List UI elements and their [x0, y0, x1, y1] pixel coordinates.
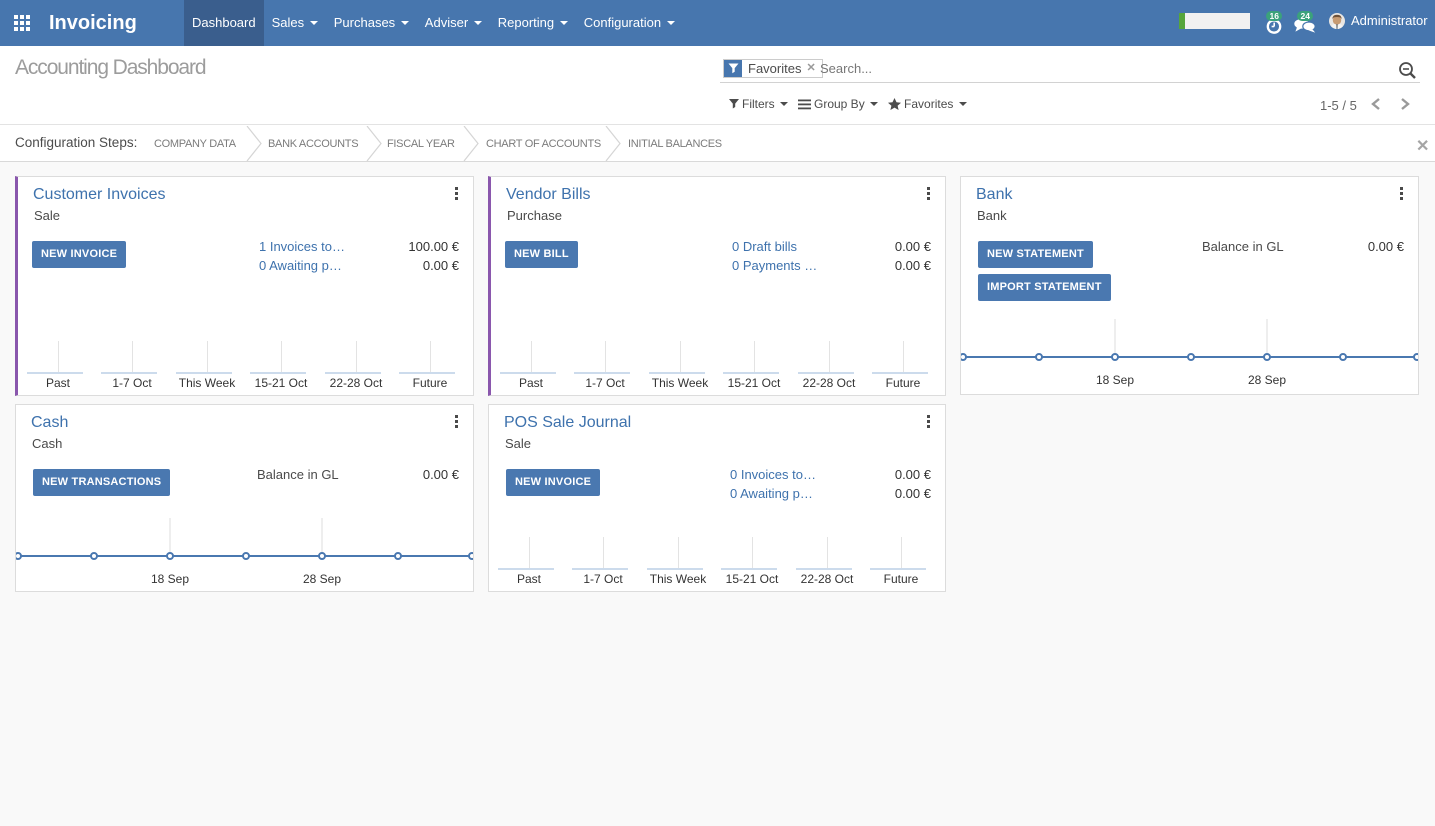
svg-text:28 Sep: 28 Sep	[303, 572, 341, 586]
svg-text:18 Sep: 18 Sep	[151, 572, 189, 586]
svg-text:28 Sep: 28 Sep	[1248, 373, 1286, 387]
svg-text:18 Sep: 18 Sep	[1096, 373, 1134, 387]
